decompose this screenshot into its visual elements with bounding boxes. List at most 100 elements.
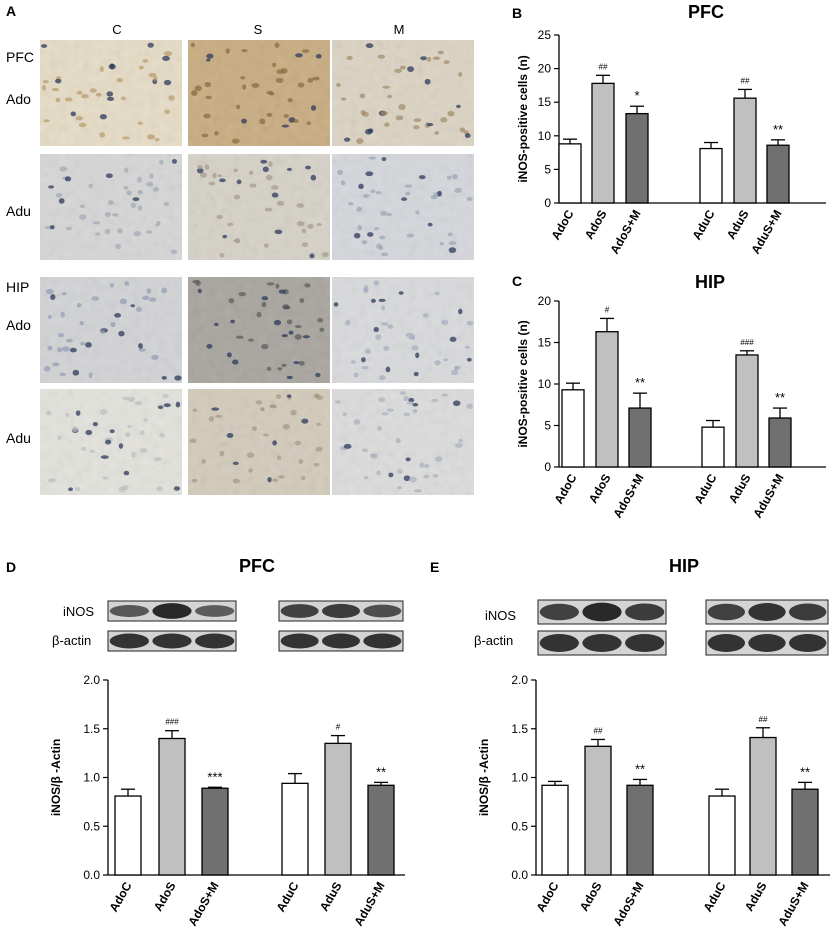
cell-nucleus xyxy=(426,122,434,127)
cell-nucleus xyxy=(454,187,462,193)
micrograph-r3-c2 xyxy=(188,277,330,383)
cell-nucleus xyxy=(138,348,146,352)
blot-d-strips xyxy=(107,600,404,652)
cell-nucleus xyxy=(315,54,322,59)
cell-nucleus xyxy=(168,95,175,101)
cell-nucleus xyxy=(316,222,322,227)
bar xyxy=(628,407,652,468)
cell-nucleus xyxy=(255,400,263,405)
cell-nucleus xyxy=(173,486,181,491)
category-label: AdoS xyxy=(577,880,605,914)
cell-nucleus xyxy=(137,189,143,195)
cell-nucleus xyxy=(275,283,280,289)
blot-band xyxy=(280,604,319,618)
cell-nucleus xyxy=(146,181,154,187)
significance-label: # xyxy=(605,305,610,314)
cell-nucleus xyxy=(154,137,160,142)
cell-nucleus xyxy=(356,138,364,145)
cell-nucleus xyxy=(452,400,461,407)
cell-nucleus xyxy=(85,342,92,348)
column-label-m: M xyxy=(394,22,405,37)
cell-nucleus xyxy=(197,164,203,170)
cell-nucleus xyxy=(231,138,240,144)
cell-nucleus xyxy=(383,345,390,351)
category-label: AdoS xyxy=(151,880,179,914)
blot-band xyxy=(625,634,665,652)
cell-nucleus xyxy=(236,335,244,339)
cell-nucleus xyxy=(419,175,426,180)
cell-nucleus xyxy=(370,189,376,194)
cell-nucleus xyxy=(142,59,149,63)
chart-title: PFC xyxy=(688,2,724,22)
cell-nucleus xyxy=(448,241,457,246)
cell-nucleus xyxy=(406,401,414,405)
cell-nucleus xyxy=(361,357,366,363)
cell-nucleus xyxy=(344,319,351,326)
micrograph-r2-c3 xyxy=(332,154,474,260)
cell-nucleus xyxy=(406,233,415,238)
cell-nucleus xyxy=(109,429,115,434)
micrograph-r4-c2 xyxy=(188,389,330,495)
significance-label: ** xyxy=(635,761,645,776)
blot-strip-1-1 xyxy=(537,599,667,625)
cell-nucleus xyxy=(266,90,274,95)
cell-nucleus xyxy=(281,363,287,368)
cell-nucleus xyxy=(205,95,212,100)
cell-nucleus xyxy=(300,476,306,481)
y-axis-label: iNOS-positive cells (n) xyxy=(516,55,530,182)
cell-nucleus xyxy=(377,54,386,59)
cell-nucleus xyxy=(99,409,108,415)
category-label: AdoC xyxy=(533,879,561,914)
cell-nucleus xyxy=(386,408,394,412)
cell-nucleus xyxy=(381,322,389,326)
cell-nucleus xyxy=(92,221,101,225)
cell-nucleus xyxy=(312,76,320,81)
cell-nucleus xyxy=(301,49,310,53)
cell-nucleus xyxy=(297,82,305,88)
cell-nucleus xyxy=(448,247,457,254)
cell-nucleus xyxy=(232,359,239,365)
cell-nucleus xyxy=(316,422,322,426)
cell-nucleus xyxy=(124,281,130,286)
cell-nucleus xyxy=(240,76,246,80)
cell-nucleus xyxy=(145,230,153,234)
cell-nucleus xyxy=(212,172,217,179)
micrograph-r4-c3 xyxy=(332,389,474,495)
cell-nucleus xyxy=(50,294,56,300)
cell-nucleus xyxy=(136,306,142,312)
significance-label: ** xyxy=(376,764,386,779)
y-tick-label: 1.0 xyxy=(511,771,528,785)
blot-d-label-inos: iNOS xyxy=(63,604,94,619)
cell-nucleus xyxy=(132,197,140,202)
micrograph-grid xyxy=(40,40,474,495)
cell-nucleus xyxy=(163,403,171,408)
cell-nucleus xyxy=(403,412,411,417)
blot-band xyxy=(748,603,786,621)
cell-nucleus xyxy=(118,330,125,337)
panel-d-letter: D xyxy=(6,559,16,575)
blot-e-label-actin: β-actin xyxy=(474,633,513,648)
cell-nucleus xyxy=(76,90,83,95)
cell-nucleus xyxy=(282,304,290,310)
significance-label: * xyxy=(634,88,639,103)
cell-nucleus xyxy=(164,109,170,115)
cell-nucleus xyxy=(387,324,394,329)
chart-title: HIP xyxy=(695,272,725,292)
cell-nucleus xyxy=(75,116,83,121)
cell-nucleus xyxy=(238,292,247,297)
cell-nucleus xyxy=(298,458,304,464)
cell-nucleus xyxy=(343,443,352,449)
cell-nucleus xyxy=(276,200,285,206)
cell-nucleus xyxy=(131,451,136,458)
cell-nucleus xyxy=(42,80,49,84)
cell-nucleus xyxy=(130,202,136,209)
cell-nucleus xyxy=(75,410,81,416)
cell-nucleus xyxy=(280,68,288,74)
cell-nucleus xyxy=(426,56,432,62)
cell-nucleus xyxy=(408,397,415,403)
cell-nucleus xyxy=(449,336,457,342)
blot-d: iNOS β-actin xyxy=(52,600,404,652)
cell-nucleus xyxy=(256,311,262,318)
cell-nucleus xyxy=(262,166,269,172)
cell-nucleus xyxy=(313,394,320,398)
